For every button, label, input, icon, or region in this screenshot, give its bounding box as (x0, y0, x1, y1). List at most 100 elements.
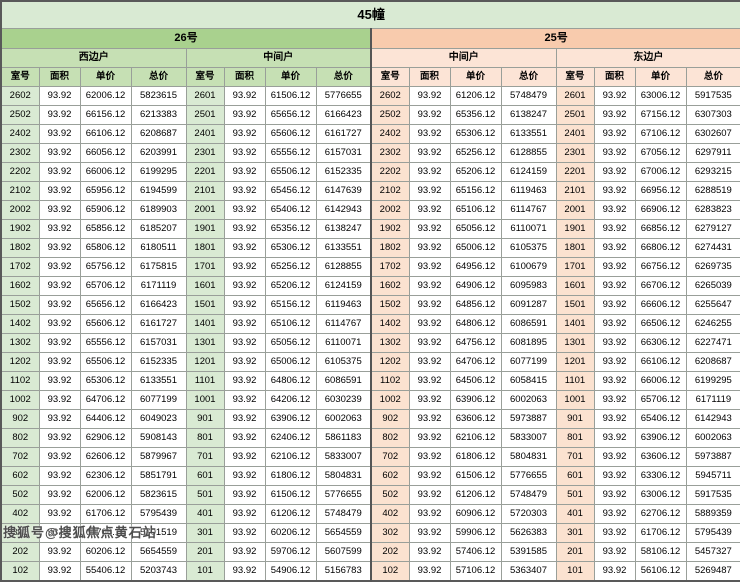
unit-price-cell: 64956.12 (449, 257, 502, 277)
unit-price-cell: 61706.12 (634, 523, 687, 543)
unit-price-cell: 65256.12 (264, 257, 317, 277)
room-cell: 901 (555, 409, 595, 429)
room-cell: 1102 (370, 371, 410, 391)
area-cell: 93.92 (223, 219, 266, 239)
unit-price-cell: 61806.12 (264, 466, 317, 486)
area-cell: 93.92 (593, 561, 636, 582)
room-cell: 2202 (370, 162, 410, 182)
area-cell: 93.92 (408, 485, 451, 505)
unit-price-cell: 64406.12 (79, 409, 132, 429)
column-header-area: 面积 (408, 67, 451, 87)
total-price-cell: 6297911 (685, 143, 740, 163)
unit-price-cell: 60906.12 (449, 504, 502, 524)
total-price-cell: 5203743 (130, 561, 187, 582)
room-cell: 201 (555, 542, 595, 562)
area-cell: 93.92 (223, 371, 266, 391)
area-cell: 93.92 (223, 238, 266, 258)
unit-price-cell: 64756.12 (449, 333, 502, 353)
total-price-cell: 6246255 (685, 314, 740, 334)
room-cell: 1301 (185, 333, 225, 353)
area-cell: 93.92 (38, 162, 81, 182)
area-cell: 93.92 (593, 428, 636, 448)
unit-price-cell: 61706.12 (79, 504, 132, 524)
unit-price-cell: 65606.12 (264, 124, 317, 144)
area-cell: 93.92 (223, 257, 266, 277)
area-cell: 93.92 (408, 219, 451, 239)
room-cell: 1702 (370, 257, 410, 277)
unit-price-cell: 60206.12 (79, 542, 132, 562)
building-26-header: 26号 (0, 28, 372, 49)
total-price-cell: 5776655 (500, 466, 557, 486)
area-cell: 93.92 (223, 181, 266, 201)
room-cell: 2102 (370, 181, 410, 201)
unit-price-cell: 65056.12 (264, 333, 317, 353)
room-cell: 2501 (555, 105, 595, 125)
unit-price-cell: 65156.12 (264, 295, 317, 315)
unit-price-cell: 65006.12 (449, 238, 502, 258)
unit-price-cell: 63906.12 (449, 390, 502, 410)
room-cell: 2501 (185, 105, 225, 125)
area-cell: 93.92 (408, 124, 451, 144)
total-price-cell: 6283823 (685, 200, 740, 220)
area-cell: 93.92 (223, 523, 266, 543)
area-cell: 93.92 (38, 86, 81, 106)
total-price-cell: 5823615 (130, 86, 187, 106)
unit-price-cell: 57406.12 (449, 542, 502, 562)
total-price-cell: 6152335 (130, 352, 187, 372)
area-cell: 93.92 (38, 314, 81, 334)
area-cell: 93.92 (408, 86, 451, 106)
area-cell: 93.92 (593, 504, 636, 524)
area-cell: 93.92 (408, 371, 451, 391)
area-cell: 93.92 (593, 162, 636, 182)
unit-price-cell: 61506.12 (264, 86, 317, 106)
floor-row: 1202 93.92 65506.12 6152335 1201 93.92 65006.1… (0, 352, 740, 372)
area-cell: 93.92 (593, 143, 636, 163)
unit-price-cell: 65206.12 (449, 162, 502, 182)
room-cell: 2001 (185, 200, 225, 220)
total-price-cell: 5776655 (315, 86, 372, 106)
area-cell: 93.92 (38, 466, 81, 486)
room-cell: 1402 (0, 314, 40, 334)
total-price-cell: 6203991 (130, 143, 187, 163)
area-cell: 93.92 (38, 105, 81, 125)
room-cell: 101 (555, 561, 595, 582)
room-cell: 502 (370, 485, 410, 505)
column-header-area: 面积 (223, 67, 266, 87)
unit-price-cell: 63906.12 (634, 428, 687, 448)
total-price-cell: 6133551 (315, 238, 372, 258)
column-header-total-price: 总价 (130, 67, 187, 87)
total-price-cell: 6208687 (685, 352, 740, 372)
unit-price-cell: 63006.12 (634, 485, 687, 505)
area-cell: 93.92 (223, 333, 266, 353)
total-price-cell: 6194599 (130, 181, 187, 201)
total-price-cell: 6166423 (130, 295, 187, 315)
room-cell: 401 (185, 504, 225, 524)
unit-price-cell: 65856.12 (79, 219, 132, 239)
total-price-cell: 5889359 (685, 504, 740, 524)
unit-price-cell: 67056.12 (634, 143, 687, 163)
room-cell: 1401 (185, 314, 225, 334)
unit-price-cell: 59706.12 (264, 542, 317, 562)
unit-price-cell: 65156.12 (449, 181, 502, 201)
table-title: 45幢 (0, 0, 740, 29)
column-header-total-price: 总价 (500, 67, 557, 87)
total-price-cell: 6086591 (500, 314, 557, 334)
total-price-cell: 6030239 (315, 390, 372, 410)
total-price-cell: 6213383 (130, 105, 187, 125)
room-cell: 1302 (370, 333, 410, 353)
room-cell: 502 (0, 485, 40, 505)
room-cell: 2502 (0, 105, 40, 125)
floor-row: 102 93.92 55406.12 5203743 101 93.92 54906.12 5… (0, 561, 740, 582)
unit-price-cell: 65906.12 (79, 200, 132, 220)
area-cell: 93.92 (223, 390, 266, 410)
room-cell: 902 (0, 409, 40, 429)
total-price-cell: 6128855 (315, 257, 372, 277)
price-table-body: 2602 93.92 62006.12 5823615 2601 93.92 61506.1… (0, 86, 740, 582)
room-cell: 701 (185, 447, 225, 467)
total-price-cell: 6175815 (130, 257, 187, 277)
area-cell: 93.92 (408, 276, 451, 296)
unit-price-cell: 58106.12 (634, 542, 687, 562)
unit-price-cell: 66806.12 (634, 238, 687, 258)
area-cell: 93.92 (223, 143, 266, 163)
